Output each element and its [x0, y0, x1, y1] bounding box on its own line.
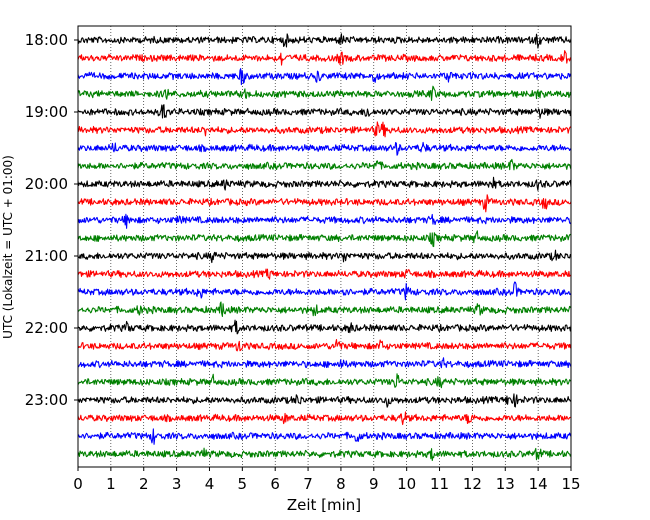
x-tick-label: 2 [139, 475, 149, 493]
y-tick-label: 20:00 [25, 175, 68, 193]
x-tick-label: 4 [205, 475, 215, 493]
y-tick-label: 18:00 [25, 31, 68, 49]
trace-2200 [77, 319, 572, 335]
trace-2015 [77, 194, 572, 213]
trace-2330 [77, 428, 572, 445]
trace-2230 [77, 357, 572, 369]
trace-2345 [77, 447, 572, 462]
x-tick-label: 10 [397, 475, 416, 493]
trace-1945 [77, 158, 572, 171]
trace-1800 [77, 33, 572, 49]
x-tick-label: 15 [561, 475, 580, 493]
x-tick-label: 3 [172, 475, 182, 493]
y-tick-label: 21:00 [25, 247, 68, 265]
x-tick-label: 11 [430, 475, 449, 493]
trace-2100 [77, 249, 572, 264]
y-tick-label: 23:00 [25, 391, 68, 409]
trace-1900 [77, 104, 572, 119]
x-tick-label: 5 [238, 475, 248, 493]
trace-2145 [77, 301, 572, 317]
trace-1915 [77, 121, 572, 138]
trace-2030 [77, 213, 572, 229]
x-tick-label: 14 [529, 475, 548, 493]
x-axis-label: Zeit [min] [287, 496, 361, 514]
x-tick-label: 6 [270, 475, 280, 493]
trace-1830 [77, 68, 572, 86]
x-axis-ticks: 0 1 2 3 4 5 6 7 8 9 10 11 12 13 14 15 [73, 467, 581, 493]
y-tick-label: 19:00 [25, 103, 68, 121]
y-axis-label: UTC (Lokalzeit = UTC + 01:00) [1, 155, 15, 339]
trace-2130 [77, 281, 572, 301]
trace-layer [77, 33, 572, 462]
trace-1845 [77, 85, 572, 101]
x-tick-label: 9 [369, 475, 379, 493]
x-tick-label: 7 [303, 475, 313, 493]
trace-2245 [77, 373, 572, 389]
x-tick-label: 13 [496, 475, 515, 493]
plot-frame [77, 25, 572, 468]
trace-2215 [77, 339, 572, 352]
trace-1930 [77, 141, 572, 156]
trace-1815 [77, 50, 572, 66]
trace-2000 [77, 176, 572, 191]
x-tick-label: 0 [73, 475, 83, 493]
trace-2300 [77, 393, 572, 408]
x-tick-label: 8 [336, 475, 346, 493]
y-axis-ticks: 18:00 19:00 20:00 21:00 22:00 23:00 [25, 31, 78, 409]
trace-2045 [77, 230, 572, 248]
y-tick-label: 22:00 [25, 319, 68, 337]
trace-2315 [77, 411, 572, 426]
trace-2115 [77, 268, 572, 280]
x-tick-label: 1 [106, 475, 116, 493]
x-tick-label: 12 [463, 475, 482, 493]
